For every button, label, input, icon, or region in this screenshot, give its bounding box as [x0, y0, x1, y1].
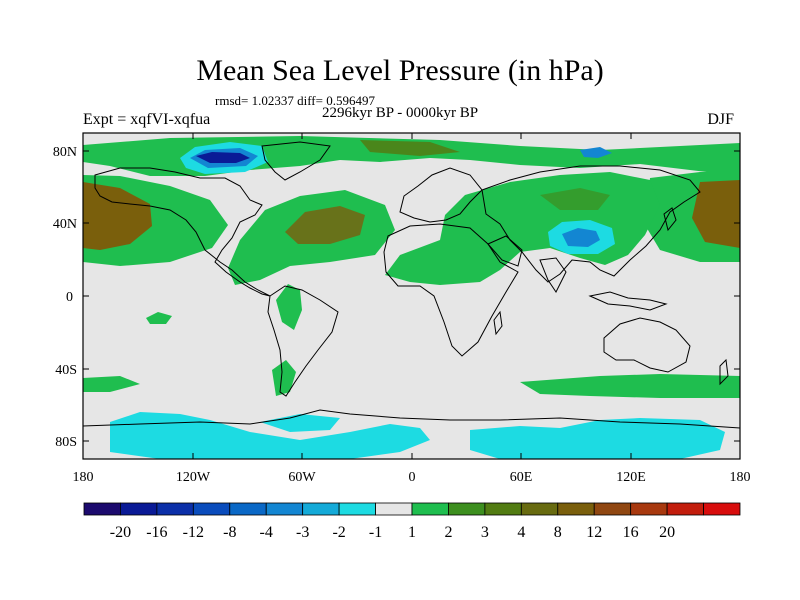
field-samerica-south-green [272, 360, 296, 396]
field-samerica-green [276, 284, 302, 330]
period-label: 2296kyr BP - 0000kyr BP [322, 105, 479, 121]
lon-label-60e: 60E [510, 470, 533, 485]
coast-new-zealand [719, 358, 729, 386]
colorbar-label: -12 [183, 524, 204, 541]
coast-india [539, 257, 567, 293]
map-field [83, 133, 740, 459]
coast-south-america [267, 285, 339, 397]
colorbar [83, 502, 741, 516]
colorbar-swatch [192, 502, 231, 516]
lon-label-120e: 120E [616, 470, 646, 485]
colorbar-label: 12 [586, 524, 602, 541]
coast-africa [383, 223, 519, 357]
colorbar-label: 20 [659, 524, 675, 541]
colorbar-swatch [120, 502, 158, 516]
experiment-label: Expt = xqfVI-xqfua [83, 111, 211, 128]
field-antarctic-cyan-west [110, 412, 430, 459]
colorbar-swatch [156, 502, 194, 516]
lon-label-180e: 180 [730, 470, 751, 485]
latitude-axis: 80N 40N 0 40S 80S [53, 145, 740, 450]
lon-label-60w: 60W [288, 470, 316, 485]
colorbar-label: -16 [146, 524, 167, 541]
field-atlantic-brown [285, 206, 365, 244]
field-antarctic-cyan-mid [260, 414, 340, 432]
field-tibet-blue [562, 228, 600, 247]
lat-label-0: 0 [66, 290, 73, 305]
stats-label: rmsd= 1.02337 diff= 0.596497 [215, 93, 375, 108]
colorbar-label: -3 [296, 524, 309, 541]
field-pacific-brown-east [692, 180, 740, 248]
colorbar-label: 8 [554, 524, 562, 541]
colorbar-swatch [375, 502, 413, 516]
colorbar-swatch [557, 502, 595, 516]
field-antarctic-cyan-east [470, 418, 725, 459]
lon-label-0: 0 [409, 470, 416, 485]
plot-title: Mean Sea Level Pressure (in hPa) [196, 54, 604, 87]
colorbar-swatch [411, 502, 449, 516]
field-eurasia-olive [540, 188, 610, 210]
colorbar-label: 2 [444, 524, 452, 541]
colorbar-swatch [83, 502, 121, 516]
colorbar-swatch [666, 502, 704, 516]
field-pacific-south-green [146, 312, 172, 324]
colorbar-swatch [229, 502, 267, 516]
colorbar-label: -1 [369, 524, 382, 541]
colorbar-label: -8 [223, 524, 236, 541]
colorbar-label: -4 [260, 524, 273, 541]
coast-japan [663, 207, 677, 232]
colorbar-swatch [520, 502, 559, 516]
lon-label-120w: 120W [176, 470, 211, 485]
coast-arabia [487, 235, 523, 267]
field-southern-ocean-green [520, 374, 740, 398]
lat-label-80n: 80N [53, 145, 77, 160]
colorbar-swatch [265, 502, 304, 516]
field-southern-green-west [83, 376, 140, 392]
coast-madagascar [493, 310, 503, 336]
field-arctic-brown [360, 140, 460, 156]
colorbar-label: 3 [481, 524, 489, 541]
coast-north-america [94, 167, 271, 297]
colorbar-labels: -20 -16 -12 -8 -4 -3 -2 -1 1 2 3 4 8 12 16 20 [110, 524, 675, 541]
colorbar-swatch [484, 502, 522, 516]
field-pacific-brown-west [83, 182, 152, 250]
lat-label-40n: 40N [53, 217, 77, 232]
coast-indonesia [588, 291, 668, 311]
longitude-axis: 180 120W 60W 0 60E 120E 180 [73, 133, 751, 485]
colorbar-swatch [302, 502, 340, 516]
lon-label-180w: 180 [73, 470, 94, 485]
lat-label-80s: 80S [55, 435, 77, 450]
colorbar-label: 16 [623, 524, 639, 541]
colorbar-label: -20 [110, 524, 131, 541]
lat-label-40s: 40S [55, 363, 77, 378]
colorbar-label: 1 [408, 524, 416, 541]
colorbar-swatch [338, 502, 376, 516]
colorbar-swatch [593, 502, 632, 516]
colorbar-label: -2 [332, 524, 345, 541]
coast-greenland [261, 141, 331, 181]
season-label: DJF [707, 111, 734, 128]
colorbar-swatch [703, 502, 741, 516]
field-greenland-navy [196, 152, 250, 163]
coast-australia [603, 317, 691, 373]
colorbar-swatch [630, 502, 668, 516]
coastlines [83, 141, 740, 429]
field-arctic-small-low [580, 147, 612, 158]
colorbar-label: 4 [517, 524, 525, 541]
coast-antarctica [83, 409, 740, 429]
colorbar-swatch [448, 502, 486, 516]
